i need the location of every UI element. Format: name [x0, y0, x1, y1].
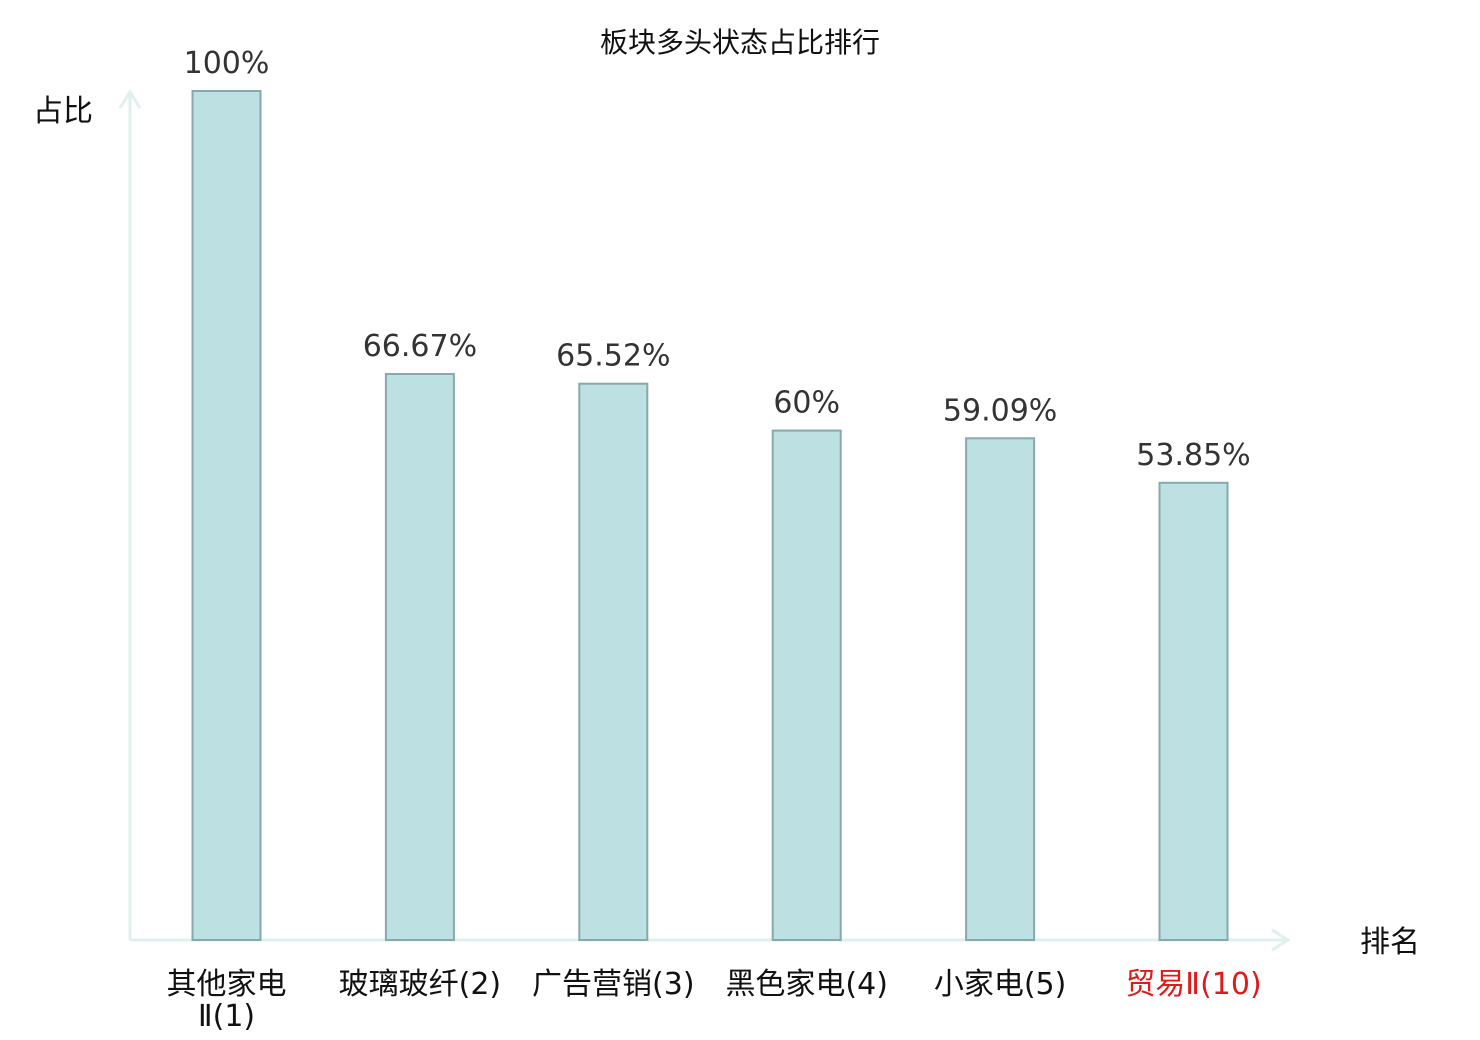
bar: [771, 429, 842, 941]
data-label: 100%: [184, 46, 270, 81]
data-label: 59.09%: [943, 393, 1057, 428]
category-tick-label: 黑色家电(4): [725, 967, 888, 1002]
bar: [965, 437, 1036, 941]
category-tick-label: 玻璃玻纤(2): [339, 967, 502, 1002]
category-tick-label: Ⅱ(1): [198, 999, 255, 1034]
data-label: 66.67%: [363, 329, 477, 364]
bar: [578, 382, 649, 941]
axes: [118, 89, 1291, 952]
x-axis-arrow: [1271, 928, 1291, 952]
y-axis-label: 占比: [33, 94, 93, 129]
category-tick-label: 广告营销(3): [532, 967, 695, 1002]
chart-title: 板块多头状态占比排行: [600, 26, 880, 59]
bars-group: [191, 90, 1229, 941]
bar: [191, 90, 262, 941]
category-tick-label: 其他家电: [167, 967, 287, 1002]
data-label: 53.85%: [1136, 438, 1250, 473]
y-axis-arrow: [118, 89, 142, 109]
bar: [384, 373, 455, 941]
data-label: 65.52%: [556, 339, 670, 374]
data-label: 60%: [773, 386, 840, 421]
category-tick-label: 贸易Ⅱ(10): [1125, 967, 1261, 1002]
x-axis-label: 排名: [1360, 925, 1420, 960]
category-tick-label: 小家电(5): [934, 967, 1067, 1002]
value-labels-group: 100% 66.67% 65.52% 60% 59.09% 53.85%: [184, 46, 1251, 473]
bar: [1158, 481, 1229, 941]
